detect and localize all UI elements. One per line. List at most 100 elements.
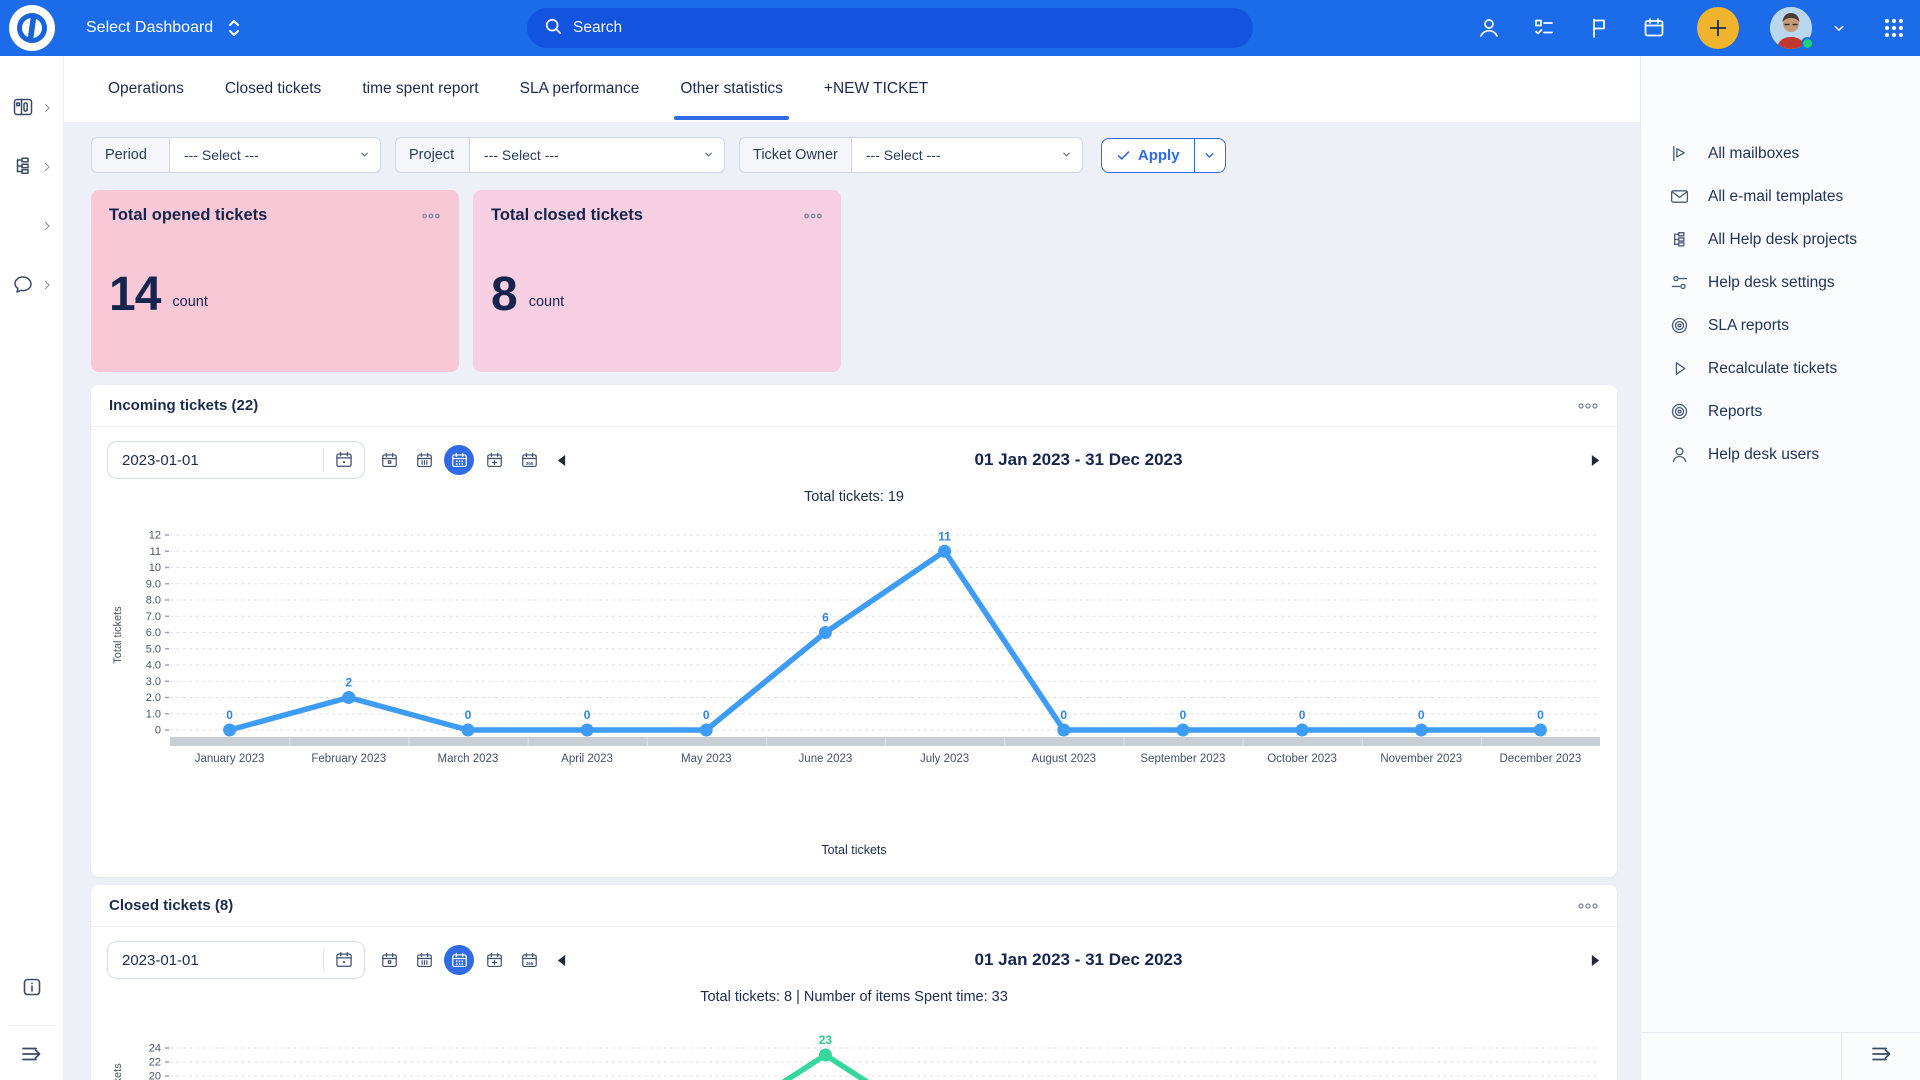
apply-dropdown-button[interactable] [1193,138,1225,172]
next-period-arrow[interactable] [1590,454,1601,467]
dashboard-icon [11,95,35,124]
tab-other-statistics[interactable]: Other statistics [674,56,789,122]
sidebar-item-3[interactable] [0,198,63,257]
sort-chevrons-icon [225,17,243,39]
ellipsis-icon[interactable] [1577,897,1599,915]
card-unit: count [172,293,208,310]
info-icon[interactable] [0,975,64,999]
date-input[interactable] [107,941,365,979]
tasks-icon[interactable] [1532,16,1556,40]
topbar-actions [1477,0,1906,56]
sidebar-item-reports[interactable]: Reports [1641,390,1920,433]
filter-select-value: --- Select --- [484,147,559,163]
svg-text:0: 0 [1180,708,1187,722]
svg-text:December 2023: December 2023 [1500,753,1582,765]
apply-button-main[interactable]: Apply [1102,139,1194,172]
calendar-year-icon[interactable]: 365 [514,945,544,975]
sidebar-item-recalculate-tickets[interactable]: Recalculate tickets [1641,347,1920,390]
search-input[interactable] [573,19,1237,37]
svg-text:22: 22 [149,1057,161,1069]
panel-controls: 365 01 Jan 2023 - 31 Dec 2023 [91,427,1617,480]
calendar-input-icon[interactable] [324,450,364,470]
date-input[interactable] [107,441,365,479]
svg-text:0: 0 [155,725,161,737]
previous-period-arrow[interactable] [556,454,567,467]
calendar-quarter-icon[interactable] [479,945,509,975]
filter-select[interactable]: --- Select --- [850,137,1083,173]
sidebar-item-all-mailboxes[interactable]: All mailboxes [1641,132,1920,175]
sidebar-item-4[interactable] [0,257,63,316]
onedesk-logo-icon[interactable] [9,5,55,51]
date-range-label: 01 Jan 2023 - 31 Dec 2023 [974,450,1183,469]
target-icon [1669,315,1691,337]
flag-icon[interactable] [1587,16,1611,40]
expand-arrow-icon [1869,1042,1895,1071]
dashboard-selector-label: Select Dashboard [86,19,214,36]
svg-text:365: 365 [525,960,533,965]
search-icon [543,16,563,41]
svg-text:November 2023: November 2023 [1380,753,1462,765]
calendar-week-icon[interactable] [409,945,439,975]
date-field[interactable] [108,451,323,469]
sidebar-item-sla-reports[interactable]: SLA reports [1641,304,1920,347]
calendar-day-icon[interactable] [374,945,404,975]
sidebar-item-label: Help desk settings [1708,273,1835,291]
svg-text:10: 10 [149,562,161,574]
calendar-month-icon[interactable] [444,945,474,975]
calendar-icon[interactable] [1642,16,1666,40]
chevron-down-icon [359,147,370,163]
dashboard-selector[interactable]: Select Dashboard [86,0,243,56]
add-button[interactable] [1697,7,1739,49]
previous-period-arrow[interactable] [556,954,567,967]
svg-text:12: 12 [149,530,161,542]
filter-select[interactable]: --- Select --- [469,137,725,173]
apply-button[interactable]: Apply [1100,137,1226,173]
expand-arrow-icon[interactable] [0,1042,64,1066]
collapse-panel-button[interactable] [1841,1033,1920,1080]
apps-grid-icon[interactable] [1882,16,1906,40]
tab-closed-tickets[interactable]: Closed tickets [224,80,322,97]
right-sidebar: All mailboxes All e-mail templates All Hel… [1640,56,1920,1080]
calendar-month-icon[interactable] [444,445,474,475]
svg-text:January 2023: January 2023 [195,753,265,765]
chevron-down-icon [1061,147,1072,163]
svg-text:March 2023: March 2023 [438,753,499,765]
card-title: Total closed tickets [491,206,643,224]
sidebar-divider [8,1025,56,1026]
sidebar-item-1[interactable] [0,80,63,139]
svg-text:0: 0 [584,708,591,722]
sidebar-item-label: Reports [1708,402,1763,420]
tab--new-ticket[interactable]: +NEW TICKET [823,80,929,97]
right-sidebar-footer [1641,1032,1920,1080]
chevron-right-icon [41,160,53,178]
sidebar-item-help-desk-settings[interactable]: Help desk settings [1641,261,1920,304]
card-value: 14 [109,268,161,321]
svg-text:24: 24 [149,1043,161,1055]
sidebar-item-help-desk-users[interactable]: Help desk users [1641,433,1920,476]
calendar-view-buttons: 365 [374,945,544,975]
calendar-input-icon[interactable] [324,950,364,970]
search-bar[interactable] [527,8,1253,48]
avatar[interactable] [1770,7,1814,50]
svg-text:11: 11 [150,546,161,558]
sidebar-item-all-e-mail-templates[interactable]: All e-mail templates [1641,175,1920,218]
ellipsis-icon[interactable] [421,207,441,225]
svg-text:6: 6 [822,611,829,625]
next-period-arrow[interactable] [1590,954,1601,967]
calendar-quarter-icon[interactable] [479,445,509,475]
calendar-year-icon[interactable]: 365 [514,445,544,475]
tab-time-spent-report[interactable]: time spent report [362,80,479,97]
sidebar-item-all-help-desk-projects[interactable]: All Help desk projects [1641,218,1920,261]
calendar-day-icon[interactable] [374,445,404,475]
filter-select[interactable]: --- Select --- [169,137,381,173]
tab-sla-performance[interactable]: SLA performance [519,80,640,97]
tab-operations[interactable]: Operations [108,80,184,97]
ellipsis-icon[interactable] [1577,397,1599,415]
calendar-week-icon[interactable] [409,445,439,475]
date-field[interactable] [108,951,323,969]
chevron-down-icon[interactable] [1827,16,1851,40]
ellipsis-icon[interactable] [803,207,823,225]
sidebar-item-2[interactable] [0,139,63,198]
user-icon[interactable] [1477,16,1501,40]
